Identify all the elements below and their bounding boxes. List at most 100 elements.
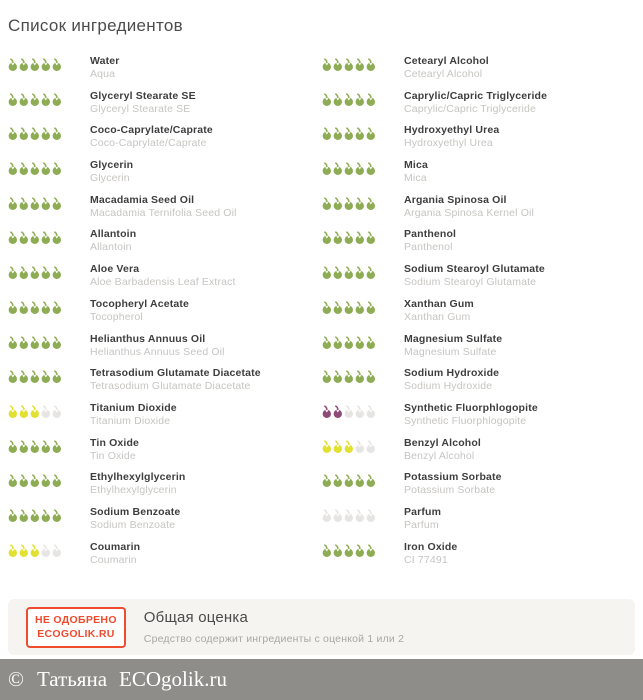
berry-icon <box>322 197 331 210</box>
overall-rating-title: Общая оценка <box>143 609 249 627</box>
berry-icon <box>355 509 364 522</box>
ingredient-rating <box>8 541 90 558</box>
ingredient-row: Glyceryl Stearate SE Glyceryl Stearate S… <box>8 90 322 115</box>
berry-icon <box>30 509 39 522</box>
berry-icon <box>333 127 342 141</box>
berry-icon <box>8 440 17 453</box>
berry-icon <box>52 370 61 384</box>
berry-icon <box>52 266 61 280</box>
berry-icon <box>333 474 342 488</box>
berry-icon <box>366 335 375 349</box>
ingredient-name: Coco-Caprylate/Caprate <box>90 124 213 137</box>
ingredient-names: Allantoin Allantoin <box>90 228 136 253</box>
ingredient-names: Mica Mica <box>404 159 428 184</box>
ingredient-name: Aloe Vera <box>90 263 140 276</box>
berry-icon <box>30 231 39 245</box>
ingredient-row: Coco-Caprylate/Caprate Coco-Caprylate/Ca… <box>8 124 322 149</box>
ingredient-names: Sodium Stearoyl Glutamate Sodium Stearoy… <box>404 263 545 288</box>
berry-icon <box>52 301 61 314</box>
berry-icon <box>333 93 342 106</box>
ingredient-rating <box>322 194 404 211</box>
berry-icon <box>344 509 353 522</box>
ingredient-rating <box>322 159 404 176</box>
ingredient-inci-name: Argania Spinosa Kernel Oil <box>404 206 534 219</box>
berry-icon <box>344 544 353 557</box>
ingredient-inci-name: Sodium Stearoyl Glutamate <box>404 276 537 289</box>
berry-icon <box>41 266 50 280</box>
berry-icon <box>322 127 331 141</box>
berry-icon <box>344 231 353 245</box>
ingredient-names: Macadamia Seed Oil Macadamia Ternifolia … <box>90 194 237 219</box>
ingredient-inci-name: Allantoin <box>90 241 132 254</box>
ingredient-name: Iron Oxide <box>404 540 458 553</box>
ingredient-name: Coumarin <box>90 540 141 553</box>
berry-icon <box>322 405 331 418</box>
ingredient-column-right: Cetearyl Alcohol Cetearyl Alcohol Capryl… <box>322 55 635 575</box>
ingredient-inci-name: Hydroxyethyl Urea <box>404 137 493 150</box>
ingredient-name: Macadamia Seed Oil <box>90 193 195 206</box>
berry-icon <box>355 197 364 210</box>
ingredient-names: Potassium Sorbate Potassium Sorbate <box>404 471 502 496</box>
ingredient-row: Argania Spinosa Oil Argania Spinosa Kern… <box>322 194 635 219</box>
ingredient-row: Xanthan Gum Xanthan Gum <box>322 298 635 323</box>
berry-icon <box>355 93 364 106</box>
berry-icon <box>366 266 375 280</box>
ingredient-inci-name: Coumarin <box>90 553 137 566</box>
ingredient-rating <box>322 506 404 523</box>
berry-icon <box>355 370 364 384</box>
ingredient-row: Caprylic/Capric Triglyceride Caprylic/Ca… <box>322 89 635 115</box>
ingredient-row: Titanium Dioxide Titanium Dioxide <box>8 402 322 427</box>
ingredient-row: Synthetic Fluorphlogopite Synthetic Fluo… <box>322 402 635 427</box>
overall-rating-section: НЕ ОДОБРЕНО ECOGOLIK.RU Общая оценка Сре… <box>8 599 635 656</box>
berry-icon <box>366 474 375 488</box>
ingredient-names: Glyceryl Stearate SE Glyceryl Stearate S… <box>90 90 196 115</box>
berry-icon <box>19 370 28 384</box>
ingredient-rating <box>322 437 404 454</box>
berry-icon <box>41 301 50 314</box>
ingredient-inci-name: Sodium Benzoate <box>90 518 176 531</box>
ingredient-names: Magnesium Sulfate Magnesium Sulfate <box>404 333 502 358</box>
ingredient-rating <box>322 263 404 280</box>
overall-rating-description: Средство содержит ингредиенты с оценкой … <box>143 633 405 646</box>
footer-bar: © Татьяна ECOgolik.ru <box>0 659 643 700</box>
berry-icon <box>344 370 353 384</box>
ingredient-rating <box>322 402 404 419</box>
berry-icon <box>322 544 331 557</box>
ingredient-rating <box>322 90 404 107</box>
berry-icon <box>344 474 353 488</box>
ingredient-row: Macadamia Seed Oil Macadamia Ternifolia … <box>8 194 322 219</box>
ingredient-names: Ethylhexylglycerin Ethylhexylglycerin <box>90 471 186 496</box>
footer-site-link[interactable]: ECOgolik.ru <box>119 667 227 691</box>
ingredient-row: Ethylhexylglycerin Ethylhexylglycerin <box>8 471 322 496</box>
footer-author: Татьяна <box>36 667 108 691</box>
ingredient-inci-name: Aloe Barbadensis Leaf Extract <box>90 276 236 289</box>
berry-icon <box>344 58 353 71</box>
berry-icon <box>41 474 50 488</box>
ingredient-rating <box>322 55 404 72</box>
berry-icon <box>355 405 364 418</box>
berry-icon <box>41 544 50 557</box>
berry-icon <box>52 405 61 418</box>
berry-icon <box>30 370 39 384</box>
ingredient-row: Panthenol Panthenol <box>322 228 635 253</box>
berry-icon <box>52 93 61 106</box>
berry-icon <box>19 93 28 106</box>
berry-icon <box>322 58 331 71</box>
berry-icon <box>19 544 28 557</box>
berry-icon <box>8 370 17 384</box>
ingredient-inci-name: Potassium Sorbate <box>404 484 496 497</box>
ingredient-name: Caprylic/Capric Triglyceride <box>404 89 548 102</box>
ingredient-names: Benzyl Alcohol Benzyl Alcohol <box>404 437 481 462</box>
berry-icon <box>355 335 364 349</box>
berry-icon <box>344 197 353 210</box>
berry-icon <box>322 301 331 314</box>
berry-icon <box>30 58 39 71</box>
berry-icon <box>41 370 50 384</box>
berry-icon <box>333 231 342 245</box>
berry-icon <box>19 335 28 349</box>
ingredient-name: Cetearyl Alcohol <box>404 55 489 67</box>
ingredient-name: Ethylhexylglycerin <box>90 471 186 484</box>
berry-icon <box>355 266 364 280</box>
berry-icon <box>52 162 61 176</box>
berry-icon <box>333 58 342 71</box>
